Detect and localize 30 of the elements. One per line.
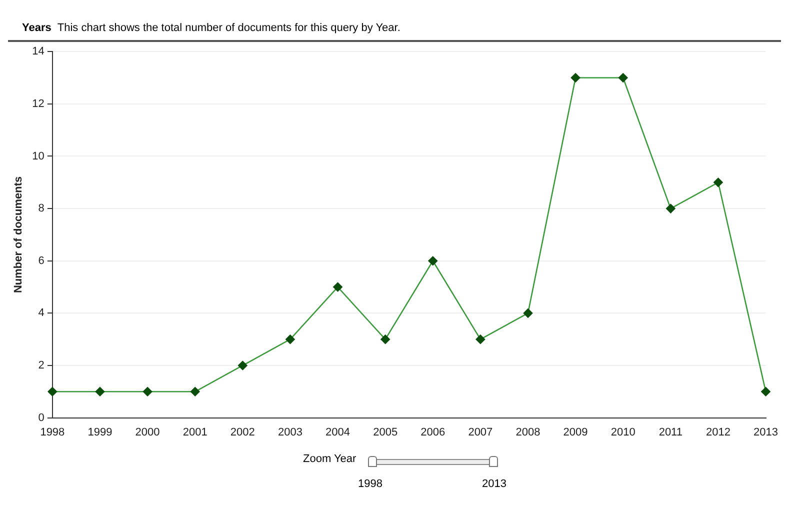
x-tick-label: 2011	[658, 426, 682, 438]
y-tick-label: 12	[32, 98, 44, 110]
x-tick-label: 2002	[230, 426, 255, 438]
x-tick-label: 2000	[135, 426, 160, 438]
x-tick-label: 1998	[40, 426, 65, 438]
x-tick-label: 2010	[610, 426, 636, 438]
chart-title: Years	[22, 22, 52, 34]
y-tick-label: 2	[38, 360, 44, 372]
y-tick-label: 8	[38, 202, 44, 215]
x-tick-label: 2009	[563, 426, 588, 438]
text: 1998	[358, 478, 382, 490]
text: 2013	[482, 478, 506, 490]
x-tick-label: 2001	[182, 426, 208, 438]
x-tick-label: 2006	[420, 426, 446, 438]
y-axis-title: Number of documents	[12, 176, 25, 294]
x-tick-label: 2012	[706, 426, 730, 438]
x-tick-label: 2008	[516, 426, 540, 438]
x-tick-label: 2013	[754, 426, 778, 438]
y-tick-label: 6	[38, 254, 44, 267]
y-tick-label: 14	[32, 46, 44, 58]
x-tick-label: 2007	[468, 426, 493, 438]
x-tick-label: 2004	[326, 426, 350, 438]
y-tick-label: 10	[32, 150, 44, 162]
x-tick-label: 1999	[88, 426, 112, 438]
chart-subtitle: This chart shows the total number of documents for this query by Year.	[57, 22, 400, 34]
y-tick-label: 0	[38, 412, 44, 424]
text: Zoom Year	[303, 453, 356, 465]
x-tick-label: 2003	[278, 426, 302, 438]
x-tick-label: 2005	[373, 426, 398, 438]
y-tick-label: 4	[38, 307, 44, 320]
